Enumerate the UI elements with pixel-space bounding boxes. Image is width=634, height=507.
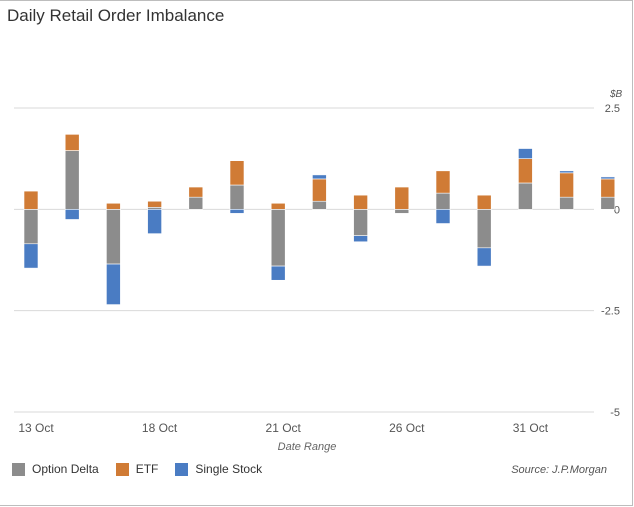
- bar-single-stock: [600, 176, 616, 180]
- legend-swatch-single-stock: [175, 462, 189, 476]
- bar-option-delta: [600, 196, 616, 210]
- bar-option-delta: [312, 200, 327, 210]
- legend-label-etf: ETF: [135, 462, 159, 476]
- y-tick-label: 0: [614, 204, 620, 216]
- bar-option-delta: [476, 209, 492, 249]
- bar-etf: [188, 186, 204, 198]
- bar-chart: 2.5 0 -2.5 -5 13 Oct 18 Oct 21 Oct 26 Oct 31 Oct…: [14, 103, 620, 453]
- bar-etf: [229, 160, 245, 186]
- legend: Option Delta ETF Single Stock: [12, 462, 279, 476]
- y-tick-label: -5: [610, 407, 620, 419]
- bar-option-delta: [518, 182, 533, 210]
- bar-option-delta: [353, 209, 368, 236]
- bar-option-delta: [270, 209, 286, 267]
- bar-etf: [476, 194, 492, 210]
- bar-single-stock: [435, 209, 451, 224]
- x-tick-label: 26 Oct: [389, 421, 425, 435]
- bar-etf: [394, 186, 410, 210]
- bar-etf: [312, 178, 327, 202]
- bar-option-delta: [64, 150, 80, 210]
- bar-option-delta: [229, 184, 245, 210]
- legend-item-etf[interactable]: ETF: [115, 462, 159, 476]
- bar-single-stock: [106, 263, 121, 305]
- bar-etf: [600, 178, 616, 198]
- legend-swatch-option-delta: [12, 462, 25, 476]
- bar-option-delta: [23, 209, 39, 245]
- bar-option-delta: [147, 207, 162, 210]
- bar-option-delta: [435, 192, 451, 210]
- x-tick-label: 21 Oct: [266, 421, 302, 435]
- y-axis-unit: $B: [610, 89, 623, 100]
- bar-etf: [270, 202, 286, 210]
- bar-single-stock: [476, 247, 492, 267]
- bar-etf: [64, 134, 80, 151]
- bar-option-delta: [559, 196, 574, 210]
- x-tick-label: 18 Oct: [142, 421, 178, 435]
- bar-single-stock: [147, 209, 162, 234]
- chart-title: Daily Retail Order Imbalance: [7, 6, 225, 25]
- bar-option-delta: [106, 209, 121, 265]
- legend-item-option-delta[interactable]: Option Delta: [12, 462, 99, 476]
- bar-etf: [23, 190, 39, 210]
- bar-single-stock: [270, 265, 286, 281]
- bar-option-delta: [394, 209, 410, 214]
- bar-etf: [435, 170, 451, 194]
- bar-single-stock: [229, 209, 245, 214]
- legend-label-single-stock: Single Stock: [195, 462, 263, 476]
- legend-swatch-etf: [115, 462, 129, 476]
- legend-item-single-stock[interactable]: Single Stock: [175, 462, 262, 476]
- bar-etf: [106, 202, 121, 210]
- bar-single-stock: [353, 235, 368, 243]
- y-tick-label: 2.5: [605, 103, 620, 115]
- bar-single-stock: [23, 243, 39, 269]
- bar-etf: [147, 200, 162, 208]
- bar-option-delta: [188, 196, 204, 210]
- bar-single-stock: [518, 148, 533, 159]
- legend-label-option-delta: Option Delta: [32, 462, 99, 476]
- bar-single-stock: [312, 174, 327, 180]
- source-note: Source: J.P.Morgan: [511, 464, 607, 476]
- bar-etf: [353, 194, 368, 210]
- bar-etf: [559, 172, 574, 198]
- bar-etf: [518, 158, 533, 184]
- x-tick-label: 31 Oct: [513, 421, 549, 435]
- x-tick-label: 13 Oct: [18, 421, 54, 435]
- bar-single-stock: [559, 170, 574, 174]
- x-axis-title: Date Range: [278, 441, 337, 453]
- bar-single-stock: [64, 209, 80, 220]
- y-tick-label: -2.5: [601, 306, 620, 318]
